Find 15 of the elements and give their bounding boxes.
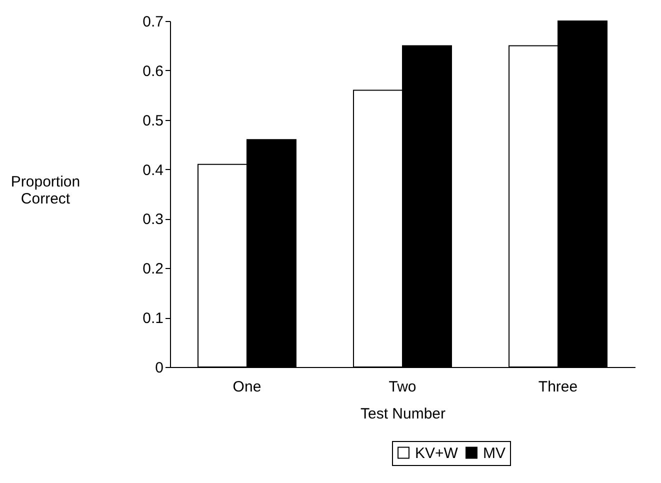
y-axis-title: Proportion Correct: [10, 174, 80, 208]
legend-label: KV+W: [415, 444, 459, 462]
x-tick-label: One: [232, 378, 262, 396]
legend-label: MV: [483, 444, 506, 462]
y-tick-label: 0.3: [142, 211, 164, 228]
y-tick-label: 0.5: [142, 112, 164, 130]
x-tick-label: Three: [538, 378, 578, 396]
x-tick-label: Two: [388, 378, 416, 396]
y-tick-label: 0.6: [142, 62, 164, 80]
y-tick-label: 0.4: [142, 162, 164, 179]
x-axis-title: Test Number: [360, 406, 446, 422]
y-tick-label: 0.2: [142, 260, 164, 278]
y-tick-label: 0.7: [142, 14, 164, 30]
y-tick-label: 0.1: [142, 310, 164, 328]
y-tick-label: 0: [155, 360, 164, 376]
